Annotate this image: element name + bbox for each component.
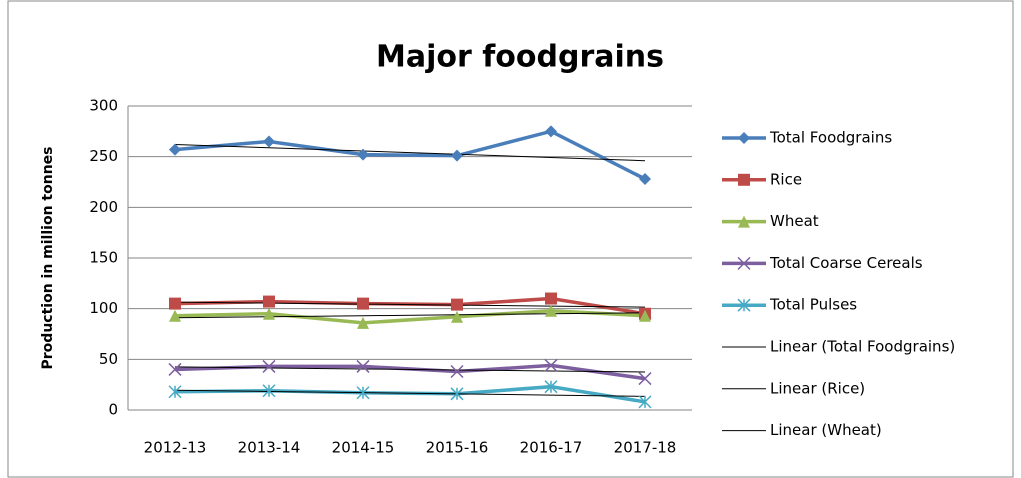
- x-tick-label: 2013-14: [238, 439, 301, 457]
- y-tick-label: 0: [108, 401, 118, 419]
- marker: [638, 372, 652, 386]
- y-tick-label: 300: [89, 97, 118, 115]
- trend-line: [174, 366, 646, 373]
- series-line: [174, 296, 646, 316]
- legend-marker: [737, 298, 751, 312]
- marker: [262, 359, 276, 373]
- marker: [451, 149, 463, 162]
- marker: [357, 148, 369, 161]
- marker: [451, 310, 463, 323]
- marker: [168, 362, 182, 376]
- marker: [544, 380, 558, 394]
- y-tick-label: 150: [89, 249, 118, 267]
- marker: [356, 359, 370, 373]
- marker: [262, 384, 276, 398]
- trend-line: [174, 389, 646, 397]
- marker: [356, 386, 370, 400]
- legend-label: Wheat: [770, 212, 819, 230]
- marker: [638, 395, 652, 409]
- marker: [169, 143, 181, 156]
- legend-label: Linear (Total Foodgrains): [770, 338, 955, 356]
- trend-line: [174, 144, 646, 162]
- y-tick-label: 250: [89, 147, 118, 165]
- series-line: [174, 308, 646, 325]
- y-tick-label: 100: [89, 299, 118, 317]
- y-axis-label: Production in million tonnes: [40, 147, 56, 370]
- marker: [451, 298, 463, 311]
- legend-label: Linear (Wheat): [770, 421, 882, 439]
- trend-line: [174, 301, 646, 308]
- marker: [263, 135, 275, 148]
- chart-title: Major foodgrains: [376, 40, 664, 75]
- trend-line: [174, 312, 646, 319]
- marker: [639, 309, 651, 322]
- marker: [263, 295, 275, 308]
- x-tick-label: 2016-17: [520, 439, 583, 457]
- legend-marker: [738, 132, 750, 144]
- legend-label: Total Pulses: [769, 296, 857, 314]
- marker: [168, 385, 182, 399]
- x-tick-label: 2014-15: [332, 439, 395, 457]
- marker: [357, 297, 369, 310]
- series-line: [174, 363, 646, 381]
- x-tick-label: 2012-13: [144, 439, 207, 457]
- legend-label: Total Coarse Cereals: [769, 254, 923, 272]
- legend-label: Total Foodgrains: [769, 129, 892, 147]
- marker: [169, 297, 181, 310]
- series-line: [174, 129, 646, 181]
- marker: [169, 309, 181, 322]
- marker: [263, 307, 275, 320]
- legend-marker: [738, 215, 750, 228]
- marker: [544, 358, 558, 372]
- marker: [357, 316, 369, 329]
- marker: [450, 387, 464, 401]
- x-tick-label: 2017-18: [614, 439, 677, 457]
- y-tick-label: 50: [99, 350, 118, 368]
- marker: [545, 304, 557, 317]
- legend-marker: [738, 173, 750, 186]
- marker: [450, 364, 464, 379]
- y-tick-label: 200: [89, 198, 118, 216]
- marker: [545, 292, 557, 305]
- legend-label: Linear (Rice): [770, 379, 865, 397]
- marker: [545, 125, 557, 138]
- marker: [639, 172, 651, 185]
- legend-label: Rice: [770, 170, 802, 188]
- x-tick-label: 2015-16: [426, 439, 489, 457]
- legend-marker: [737, 256, 751, 270]
